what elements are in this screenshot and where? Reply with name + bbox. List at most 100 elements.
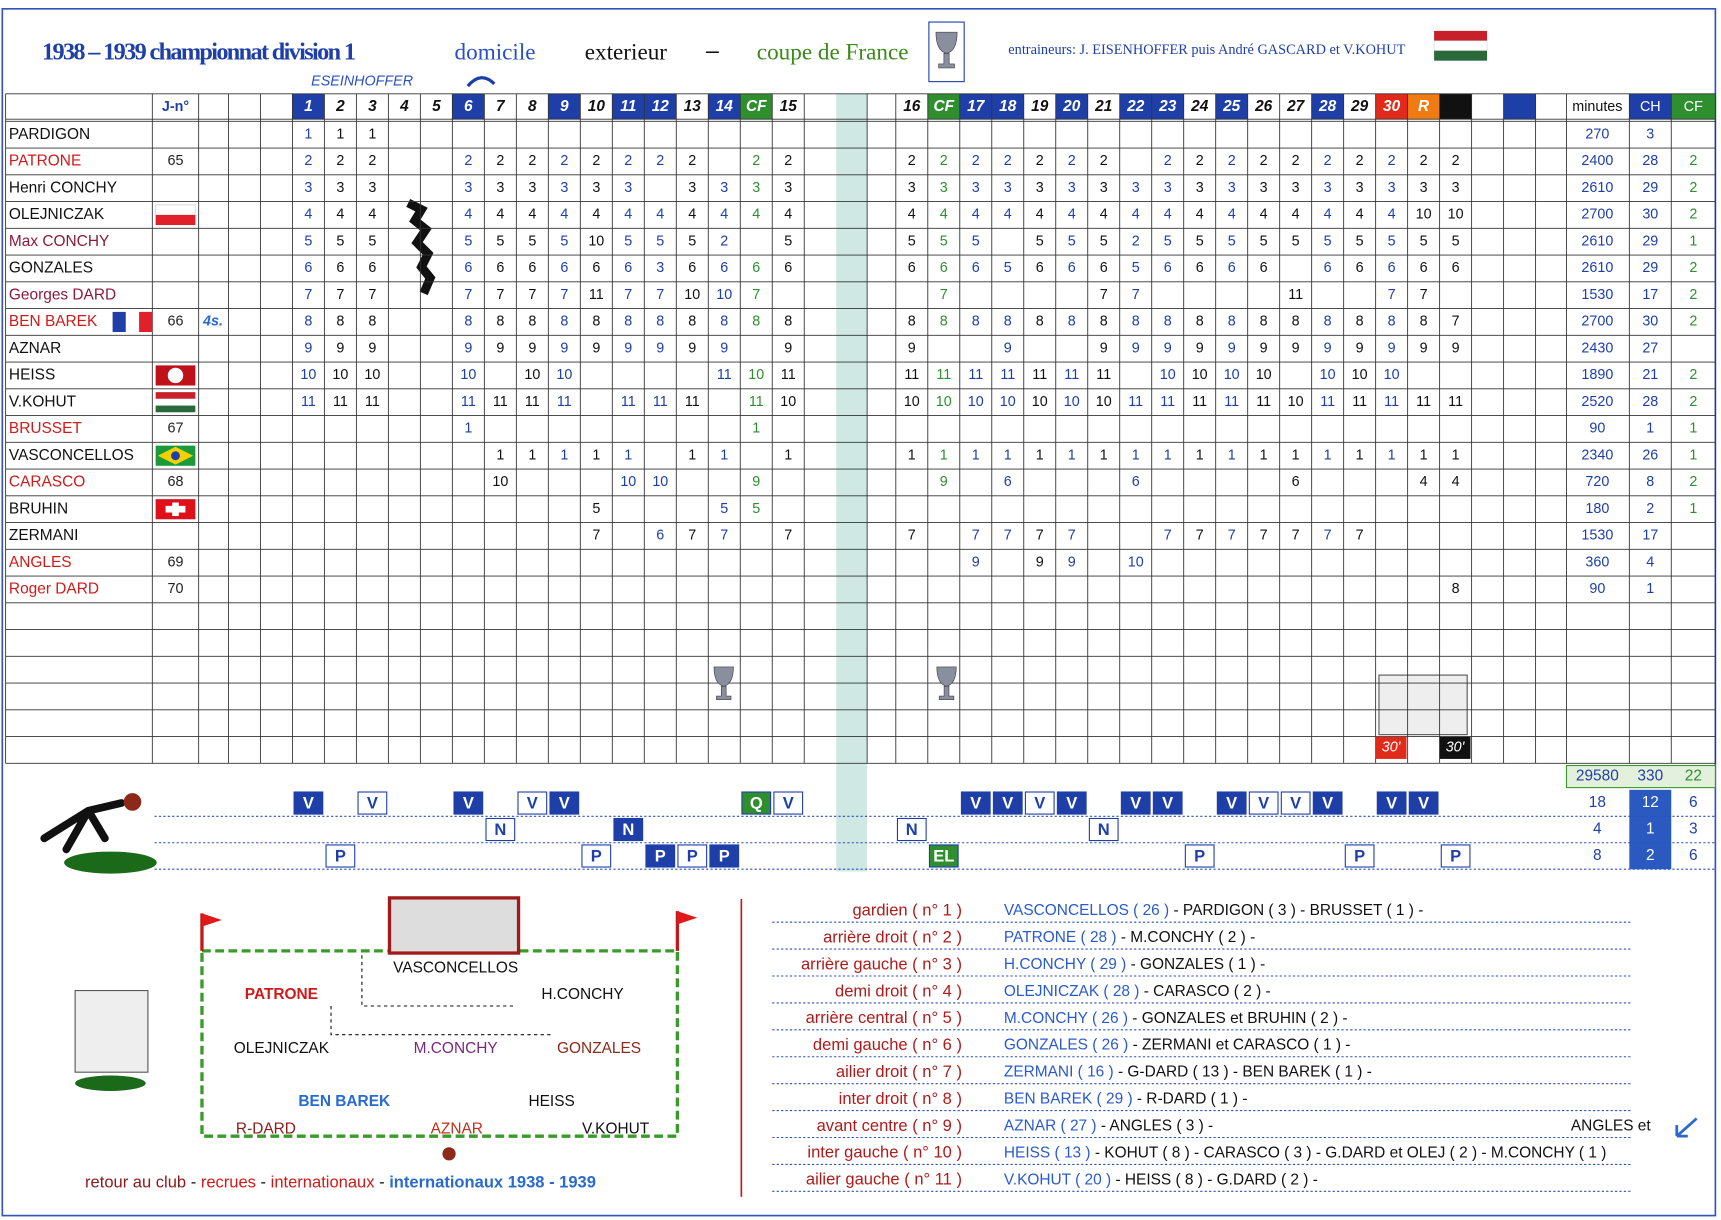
column-header-fill: [1119, 93, 1152, 120]
ch: 29: [1642, 180, 1658, 196]
result-stat: 4: [1593, 821, 1602, 838]
cell-value: 6: [1100, 260, 1108, 276]
cell-value: 4: [908, 207, 916, 223]
column-header: 6: [464, 98, 473, 115]
cell-value: 2: [752, 153, 760, 169]
player-note: 4s.: [202, 314, 223, 330]
cell-value: 9: [1196, 340, 1204, 356]
result: N: [494, 820, 506, 839]
result: V: [1418, 794, 1429, 813]
result-box: [773, 791, 804, 815]
result-box: [677, 844, 708, 868]
cell-value: 7: [1356, 528, 1364, 544]
result: P: [591, 846, 602, 865]
footer-part: retour au club: [85, 1173, 186, 1192]
position-others: - ZERMANI et CARASCO ( 1 ) -: [1128, 1037, 1350, 1054]
forfeit-mark: [406, 199, 436, 296]
cell-value: 4: [1004, 207, 1012, 223]
cell-value: 1: [496, 447, 504, 463]
cell-value: 8: [560, 314, 568, 330]
column-header-fill: [1055, 93, 1088, 120]
result: N: [622, 820, 634, 839]
column-header-fill: [452, 93, 485, 120]
position-players: AZNAR ( 27 ) - ANGLES ( 3 ) -: [1004, 1118, 1213, 1135]
cell-value: 5: [1068, 233, 1076, 249]
cell-value: 1: [1068, 447, 1076, 463]
position-players: GONZALES ( 26 ) - ZERMANI et CARASCO ( 1…: [1004, 1037, 1351, 1054]
cell-value: 2: [528, 153, 536, 169]
position-main: HEISS ( 13 ): [1004, 1144, 1091, 1161]
cell-value: 9: [784, 340, 792, 356]
result-box: [896, 817, 927, 842]
cell-value: 1: [1452, 447, 1460, 463]
cell-value: 9: [528, 340, 536, 356]
jersey-number: 68: [168, 474, 184, 490]
result-box: [1216, 791, 1247, 815]
result: N: [906, 820, 918, 839]
cell-value: 11: [493, 394, 508, 410]
cell-value: 3: [1132, 180, 1140, 196]
result-box: [1024, 791, 1055, 815]
cell-value: 4: [1196, 207, 1204, 223]
result: V: [1322, 794, 1333, 813]
cell-value: 9: [688, 340, 696, 356]
jersey-number: 67: [168, 421, 184, 437]
result: P: [1450, 846, 1461, 865]
position-label: gardien ( n° 1 ): [852, 901, 962, 920]
cell-value: 3: [1228, 180, 1236, 196]
cell-value: 7: [1260, 528, 1268, 544]
cell-value: 10: [1128, 554, 1144, 570]
column-header: 30: [1383, 98, 1401, 115]
position-label: demi gauche ( n° 6 ): [813, 1035, 962, 1054]
result-box: [549, 791, 580, 815]
ch: 30: [1642, 207, 1658, 223]
result-stat: 1: [1646, 821, 1655, 838]
cell-value: 10: [588, 233, 604, 249]
cell-value: 3: [656, 260, 664, 276]
cell-value: 3: [720, 180, 728, 196]
cell-value: 8: [368, 314, 376, 330]
result-stat: 6: [1689, 794, 1698, 811]
result-box: [517, 791, 548, 815]
column-header: 12: [652, 98, 670, 115]
cell-value: 3: [1356, 180, 1364, 196]
cell-value: 9: [1420, 340, 1428, 356]
result-box: [357, 791, 388, 815]
cell-value: 8: [1228, 314, 1236, 330]
goal: [387, 896, 521, 955]
column-header: 26: [1254, 98, 1273, 115]
cell-value: 11: [1096, 367, 1111, 383]
flag: [171, 451, 180, 461]
cell-value: 11: [1256, 394, 1271, 410]
total: 29580: [1576, 768, 1619, 785]
result: V: [1258, 794, 1269, 813]
cell-value: 4: [940, 207, 948, 223]
cell-value: 11: [1192, 394, 1207, 410]
cell-value: 3: [1388, 180, 1396, 196]
cell-value: 1: [1324, 447, 1332, 463]
cell-value: 4: [972, 207, 980, 223]
result: P: [1194, 846, 1205, 865]
cell-value: 11: [1224, 394, 1239, 410]
cell-value: 5: [752, 501, 760, 517]
result: V: [527, 794, 538, 813]
cell-value: 10: [556, 367, 572, 383]
position-others: - HEISS ( 8 ) - G.DARD ( 2 ) -: [1111, 1171, 1318, 1188]
cell-value: 4: [624, 207, 632, 223]
cell-value: 10: [1352, 367, 1368, 383]
cell-value: 10: [1224, 367, 1240, 383]
minutes: 180: [1585, 501, 1609, 517]
column-header-fill: [644, 93, 677, 120]
formation-name: M.CONCHY: [414, 1040, 498, 1057]
result-box: [709, 844, 740, 868]
result-box: [1312, 791, 1343, 815]
cell-value: 8: [688, 314, 696, 330]
result-box: [1056, 791, 1087, 815]
cell-value: 1: [1100, 447, 1108, 463]
result: P: [335, 846, 346, 865]
cell-value: 9: [336, 340, 344, 356]
cell-value: 11: [461, 394, 476, 410]
cell-value: 5: [336, 233, 344, 249]
cell-value: 4: [1164, 207, 1172, 223]
cell-value: 2: [624, 153, 632, 169]
